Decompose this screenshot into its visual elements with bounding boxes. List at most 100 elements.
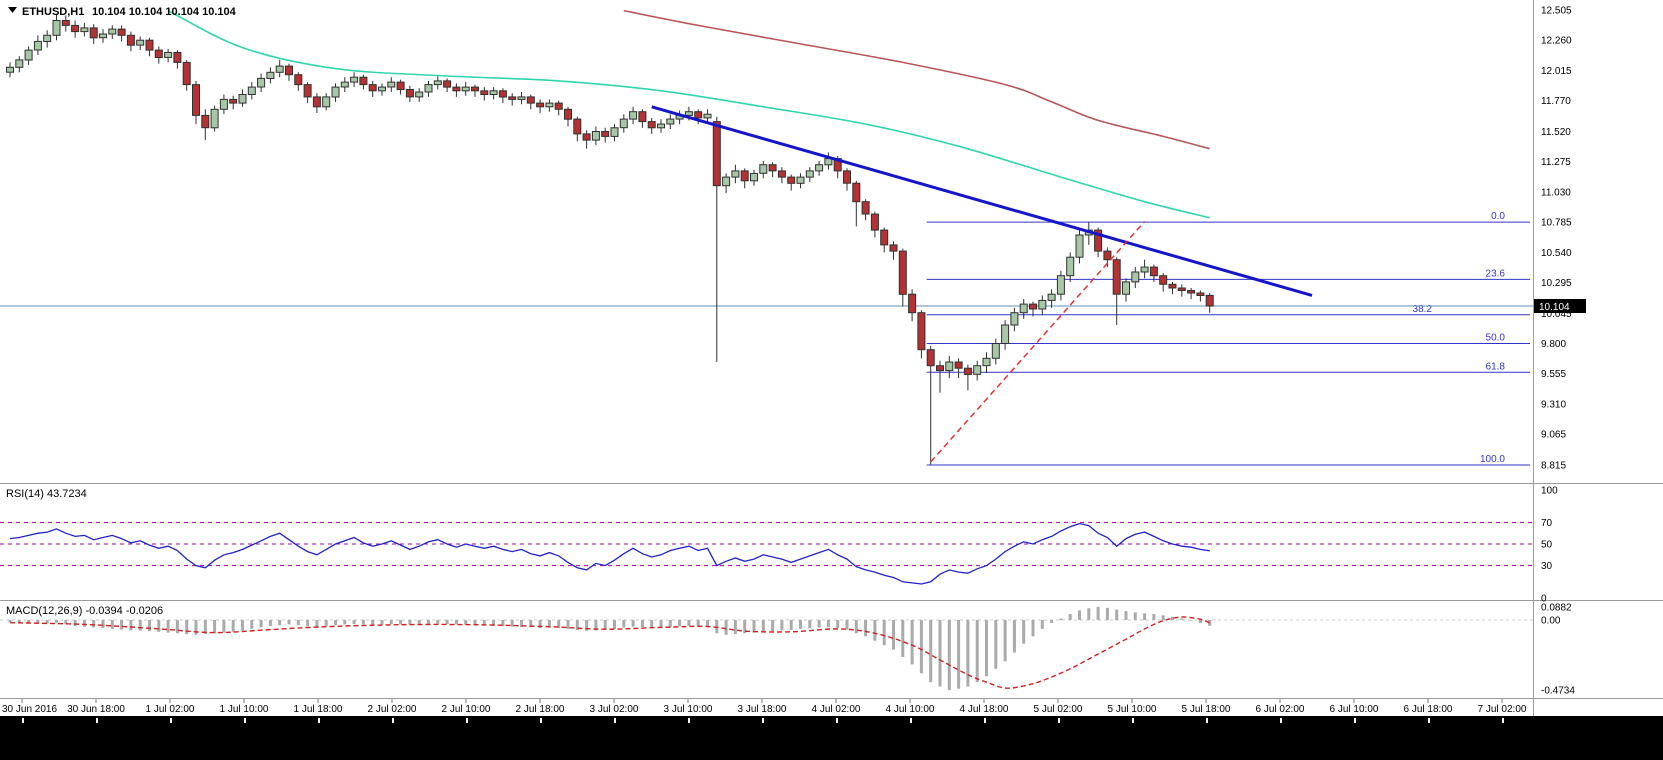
time-axis-label: 7 Jul 02:00 xyxy=(1478,704,1527,715)
candle-body xyxy=(1094,229,1103,252)
bottom-bar-tick xyxy=(1058,718,1060,723)
candle-body xyxy=(266,71,275,80)
time-axis-label: 30 Jun 18:00 xyxy=(67,704,125,715)
candle-body xyxy=(424,84,433,93)
price-axis-label: 9.310 xyxy=(1541,399,1566,410)
bottom-bar-tick xyxy=(96,718,98,723)
candle-body xyxy=(1140,266,1149,273)
bottom-bar-tick xyxy=(318,718,320,723)
candle-body xyxy=(238,94,247,104)
candle-body xyxy=(247,86,256,95)
candle-body xyxy=(415,91,424,98)
candle-body xyxy=(6,66,14,73)
candle-body xyxy=(582,133,591,141)
time-axis-label: 6 Jul 10:00 xyxy=(1330,704,1379,715)
candle-body xyxy=(1075,234,1084,258)
candle-body xyxy=(777,170,786,178)
bottom-bar-tick xyxy=(22,718,24,723)
rsi-axis-label: 100 xyxy=(1541,486,1558,497)
bottom-bar-tick xyxy=(614,718,616,723)
rsi-axis-label: 0 xyxy=(1541,594,1547,605)
time-axis-label: 4 Jul 02:00 xyxy=(812,704,861,715)
bottom-bar-tick xyxy=(1206,718,1208,723)
bottom-bar-tick xyxy=(1132,718,1134,723)
bottom-bar-tick xyxy=(688,718,690,723)
fib-level-label: 23.6 xyxy=(1486,268,1506,279)
bottom-bar-tick xyxy=(984,718,986,723)
time-axis-label: 4 Jul 18:00 xyxy=(960,704,1009,715)
candle-body xyxy=(545,102,554,108)
candle-body xyxy=(1122,281,1130,295)
candle-body xyxy=(61,20,70,26)
candle-body xyxy=(117,28,126,36)
candle-body xyxy=(936,365,944,372)
price-axis-label: 11.030 xyxy=(1541,187,1571,198)
rsi-axis-label: 30 xyxy=(1541,561,1553,572)
candle-body xyxy=(647,121,656,129)
candle-body xyxy=(340,81,349,88)
bottom-bar-tick xyxy=(836,718,838,723)
macd-axis-label: -0.4734 xyxy=(1541,686,1575,697)
price-axis-label: 11.520 xyxy=(1541,127,1571,138)
price-axis-label: 11.275 xyxy=(1541,157,1571,168)
candle-body xyxy=(889,244,898,252)
candle-body xyxy=(433,80,442,86)
candle-body xyxy=(945,361,954,372)
candle-body xyxy=(1168,283,1177,289)
candle-body xyxy=(368,84,377,92)
fib-level-label: 0.0 xyxy=(1491,211,1505,222)
candle-body xyxy=(1010,312,1019,326)
price-axis-label: 9.800 xyxy=(1541,339,1566,350)
candle-body xyxy=(601,131,610,137)
candle-body xyxy=(843,170,851,184)
price-axis-label: 9.065 xyxy=(1541,430,1566,441)
ma-slow-line xyxy=(623,9,1210,150)
candle-body xyxy=(870,213,879,231)
bottom-bar-tick xyxy=(1280,718,1282,723)
macd-signal-line xyxy=(9,616,1210,689)
candle-body xyxy=(452,86,461,92)
descending-trendline xyxy=(651,105,1313,297)
candle-body xyxy=(554,102,563,110)
candle-body xyxy=(154,49,163,58)
price-axis-label: 12.260 xyxy=(1541,36,1572,47)
candle-body xyxy=(619,118,628,129)
rsi-line xyxy=(9,522,1210,585)
price-axis-label: 12.505 xyxy=(1541,6,1572,17)
badge-rect xyxy=(1534,299,1586,313)
bottom-bar-tick xyxy=(1502,718,1504,723)
candle-body xyxy=(108,28,117,35)
candle-body xyxy=(24,49,33,61)
time-axis-label: 3 Jul 02:00 xyxy=(590,704,639,715)
candle-body xyxy=(405,89,414,98)
macd-indicator-label: MACD(12,26,9) -0.0394 -0.0206 xyxy=(6,605,163,617)
rsi-axis-label: 70 xyxy=(1541,518,1553,529)
candle-body xyxy=(1001,324,1010,344)
candle-body xyxy=(219,98,228,110)
candle-body xyxy=(768,164,777,172)
price-axis-label: 11.770 xyxy=(1541,96,1571,107)
candle-body xyxy=(666,118,675,125)
bottom-bar xyxy=(0,716,1663,760)
time-axis-label: 2 Jul 02:00 xyxy=(368,704,417,715)
macd-axis-label: 0.00 xyxy=(1541,616,1561,627)
candle-body xyxy=(564,108,572,120)
ohlc-values-label: 10.104 10.104 10.104 10.104 xyxy=(92,6,237,18)
candle-body xyxy=(350,76,359,83)
candle-body xyxy=(963,367,972,375)
candle-body xyxy=(33,40,42,51)
time-axis-label: 5 Jul 18:00 xyxy=(1182,704,1231,715)
candle-body xyxy=(201,114,210,129)
candle-body xyxy=(517,96,526,100)
candle-body xyxy=(750,172,758,182)
price-axis-label: 12.015 xyxy=(1541,66,1572,77)
fib-level-label: 50.0 xyxy=(1486,333,1506,344)
candle-body xyxy=(71,24,80,33)
candle-body xyxy=(796,176,805,184)
candle-body xyxy=(982,357,991,367)
candle-body xyxy=(852,182,861,203)
price-axis-label: 9.555 xyxy=(1541,369,1566,380)
